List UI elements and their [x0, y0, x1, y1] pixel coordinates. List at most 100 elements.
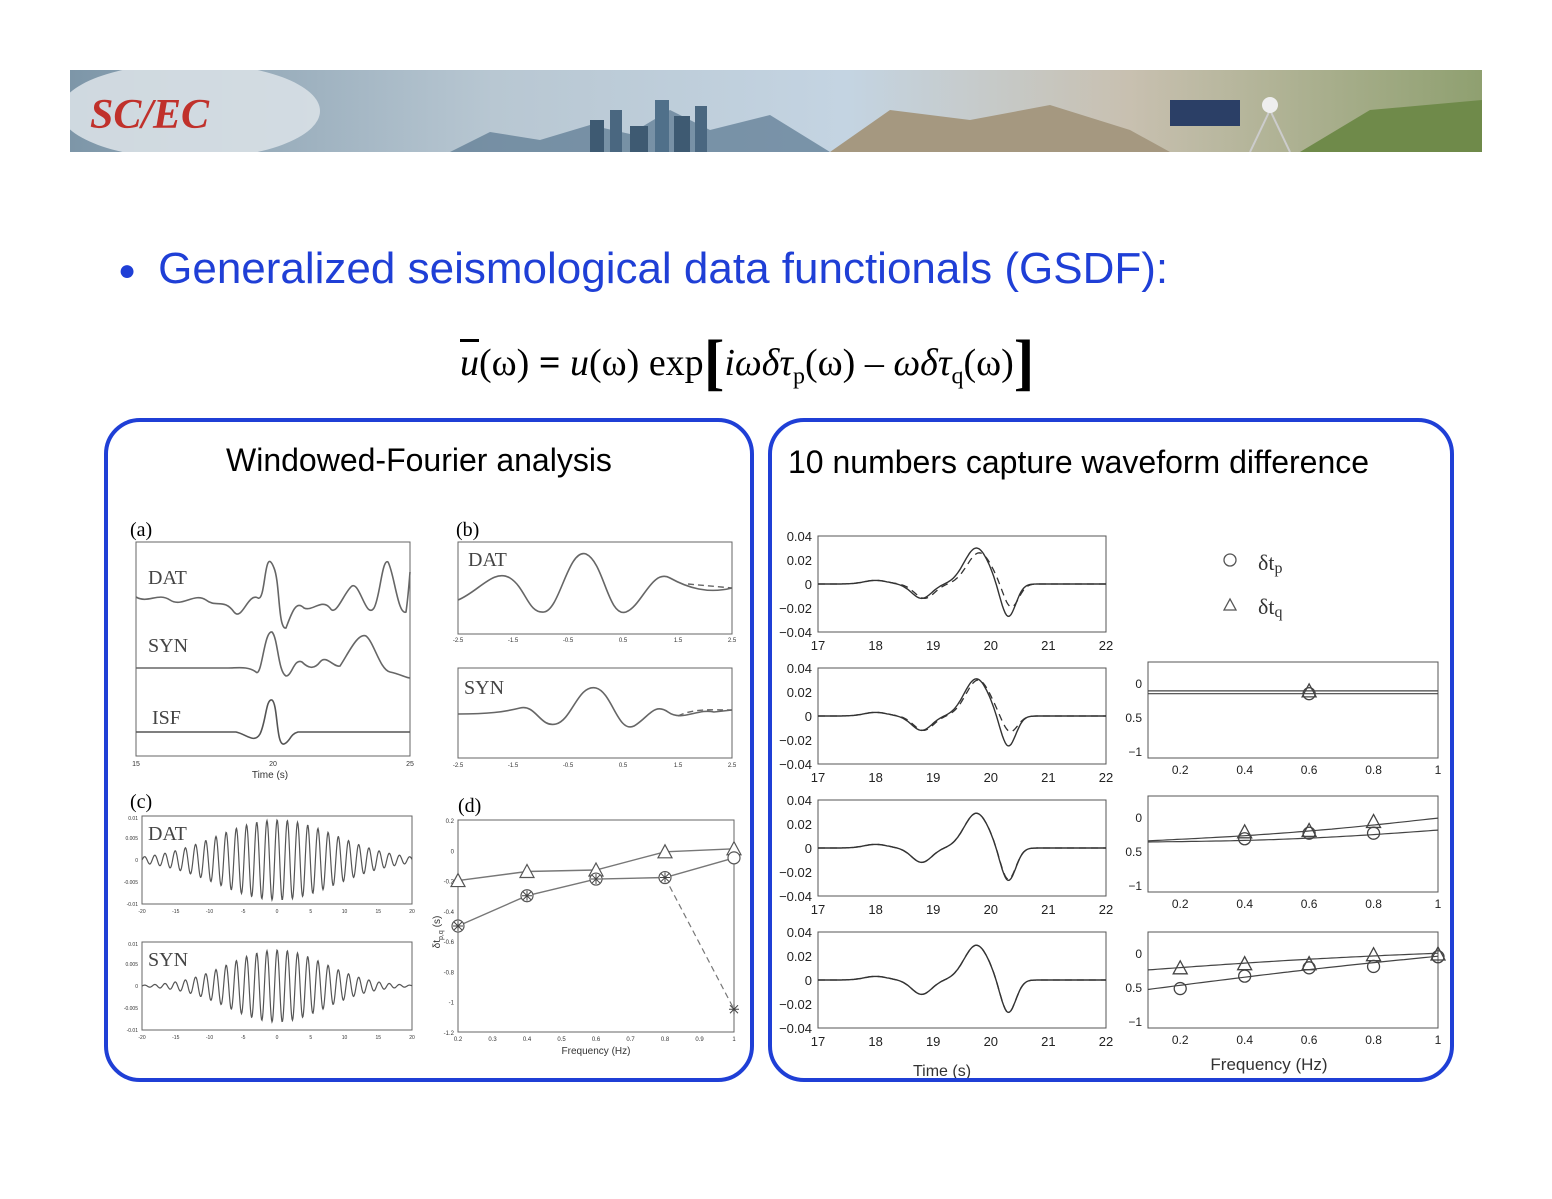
freq-xtick: 1 [1435, 763, 1442, 777]
frequency-plots: 0 0.5 −1 0.2 0.4 0.6 0.8 1 0 0.5 −1 0.2 0.4 0.6 0.8 1 0 0… [1125, 661, 1447, 1047]
plot-c-ytick-3: -0.005 [124, 880, 138, 886]
right-panel: 10 numbers capture waveform difference 0… [768, 418, 1454, 1082]
waveform-xtick: 22 [1099, 902, 1113, 917]
waveform-ytick: 0.02 [787, 817, 812, 832]
waveform-ytick: 0 [805, 973, 812, 988]
star-marker [522, 890, 532, 901]
plot-c-syn-yticks: 0.01 0.005 0 -0.005 -0.01 [124, 942, 138, 1034]
plot-a-dat-trace [135, 560, 411, 629]
label-a: (a) [130, 519, 152, 541]
waveform-xtick: 21 [1041, 902, 1055, 917]
plot-b-dat-dash [687, 583, 733, 589]
frequency-axis-label: Frequency (Hz) [1210, 1055, 1327, 1074]
plot-c2-ytick-1: 0.005 [125, 962, 138, 968]
waveform-solid [818, 812, 1106, 882]
waveform-xtick: 17 [811, 770, 825, 785]
formula-equals: = [529, 342, 570, 384]
dtp-point [1302, 826, 1316, 840]
waveform-ytick: 0.04 [787, 793, 812, 808]
waveform-xtick: 19 [926, 902, 940, 917]
waveform-ytick: 0 [805, 709, 812, 724]
plot-b-xtick-4: 1.5 [674, 638, 683, 644]
plot-b2-xtick-3: 0.5 [619, 763, 628, 769]
plot-a-syn-label: SYN [148, 635, 188, 657]
plot-c-xtick: 10 [342, 909, 348, 915]
legend-dtq-sub: q [1274, 604, 1282, 621]
waveform-ytick: 0.04 [787, 529, 812, 544]
plot-c2-xtick: 20 [409, 1035, 415, 1041]
left-panel: Windowed-Fourier analysis (a) DAT SYN IS… [104, 418, 754, 1082]
dtq-fit-curve [1147, 952, 1439, 971]
left-panel-figures: (a) DAT SYN ISF 15 20 25 Time (s) (b) DA… [124, 519, 743, 1057]
waveform-ytick: 0.02 [787, 553, 812, 568]
dtp-point [1238, 832, 1252, 846]
freq-xtick: 0.2 [1172, 1033, 1189, 1047]
waveform-xtick: 17 [811, 902, 825, 917]
dtp-point [727, 851, 741, 865]
dtq-fit-curve [1147, 817, 1439, 842]
plot-d-ytick: -0.4 [444, 910, 455, 916]
plot-b-xtick-0: -2.5 [453, 638, 464, 644]
freq-ytick: 0.5 [1125, 711, 1142, 725]
formula-sub-p: p [793, 363, 805, 390]
waveform-xtick: 18 [868, 902, 882, 917]
plot-a-xtick-1: 20 [269, 761, 277, 768]
plot-b2-xtick-0: -2.5 [453, 763, 464, 769]
plot-b-xtick-3: 0.5 [619, 638, 628, 644]
plot-a-dat-label: DAT [148, 567, 187, 589]
legend-dtp-main: δt [1258, 550, 1274, 575]
waveform-xtick: 20 [984, 1034, 998, 1049]
freq-ytick: 0 [1135, 677, 1142, 691]
waveform-xtick: 22 [1099, 1034, 1113, 1049]
formula-rhs-u: u [569, 342, 589, 384]
plot-d-ytick: 0.2 [446, 819, 455, 825]
plot-b-xtick-5: 2.5 [728, 638, 737, 644]
plot-b-xtick-1: -1.5 [508, 638, 519, 644]
plot-d-xtick: 0.7 [626, 1037, 635, 1043]
plot-c-dat-yticks: 0.01 0.005 0 -0.005 -0.01 [124, 816, 138, 908]
formula-sub-q: q [951, 363, 964, 390]
formula-inner1: iωδτ [724, 342, 793, 384]
waveform-dashed [818, 679, 1106, 733]
dtp-point [1366, 826, 1381, 840]
plot-c-ytick-4: -0.01 [127, 902, 139, 908]
bullet-dot: ● [118, 254, 137, 288]
freq-ytick: 0 [1135, 811, 1142, 825]
legend: δtp δtq [1222, 550, 1282, 621]
label-d: (d) [458, 795, 481, 817]
plot-d-xtick: 1 [732, 1037, 736, 1043]
star-marker [591, 874, 601, 885]
waveform-ytick: 0 [805, 841, 812, 856]
plot-b2-xtick-4: 1.5 [674, 763, 683, 769]
plot-c-xtick: 15 [375, 909, 381, 915]
plot-c-xtick: 5 [309, 909, 312, 915]
waveform-ytick: −0.04 [779, 889, 812, 904]
plot-c2-xtick: -10 [206, 1035, 213, 1041]
dtp-fit-curve [1147, 829, 1439, 843]
dtq-point [1236, 955, 1253, 971]
waveform-xtick: 22 [1099, 770, 1113, 785]
waveform-ytick: 0.02 [787, 685, 812, 700]
plot-b-syn-trace [457, 687, 733, 728]
formula-bracket-close: ] [1013, 329, 1035, 397]
left-panel-title: Windowed-Fourier analysis [226, 442, 612, 478]
waveform-xtick: 19 [926, 638, 940, 653]
dtp-fit-curve [1147, 955, 1439, 991]
formula-omega-3: (ω) [805, 342, 856, 384]
dashed-line [664, 877, 735, 1010]
right-panel-title: 10 numbers capture waveform difference [788, 444, 1370, 480]
formula-lhs: u [460, 342, 479, 384]
waveform-xtick: 17 [811, 638, 825, 653]
plot-b-syn-frame [457, 667, 733, 759]
plot-b-syn-dash [677, 709, 733, 717]
dtq-point [1301, 822, 1318, 838]
waveform-dashed [818, 944, 1106, 1014]
waveform-ytick: 0 [805, 577, 812, 592]
plot-d-xtick: 0.6 [592, 1037, 601, 1043]
formula-omega-4: (ω) [963, 342, 1014, 384]
plot-c2-xtick: -20 [138, 1035, 145, 1041]
legend-dtq-main: δt [1258, 594, 1274, 619]
formula-omega-1: (ω) [479, 342, 530, 384]
